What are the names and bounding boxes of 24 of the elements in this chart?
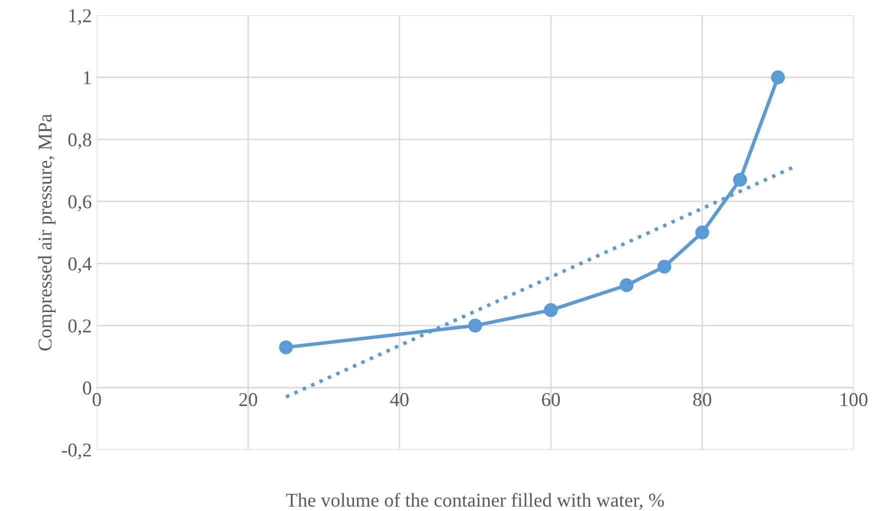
x-tick-label: 60 [542,393,560,406]
x-tick-label: 80 [693,393,712,406]
point [620,278,634,292]
point [733,172,748,187]
x-tick-label: 0 [92,393,101,406]
y-tick-label: 0,8 [68,133,92,150]
x-axis-title: The volume of the container filled with water, % [286,492,664,510]
point [279,340,293,354]
x-tick-label: 100 [840,393,868,406]
y-tick-label: 0,2 [68,319,91,336]
y-tick-label: -0,2 [62,443,91,460]
y-tick-label: 0,6 [68,195,92,212]
y-tick-label: 1 [84,71,91,84]
x-tick-label: 40 [390,393,408,406]
point [770,70,785,84]
point [544,303,558,318]
point [695,226,710,240]
point [657,260,672,274]
y-tick-label: 0 [82,381,92,395]
y-axis-title: Compressed air pressure, MPa [38,114,56,351]
x-tick-label: 20 [239,393,258,406]
point [468,318,482,333]
y-tick-label: 0,4 [68,257,92,274]
y-tick-label: 1,2 [69,9,91,26]
